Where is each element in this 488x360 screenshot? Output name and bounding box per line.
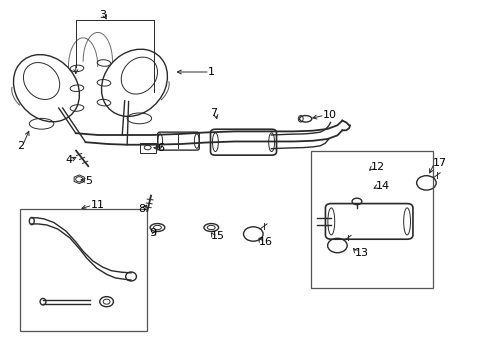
Text: 8: 8 <box>138 204 145 214</box>
Text: 3: 3 <box>100 10 106 20</box>
Bar <box>20 209 146 331</box>
Text: 11: 11 <box>90 200 104 210</box>
Text: 16: 16 <box>259 237 273 247</box>
Text: 14: 14 <box>375 181 389 192</box>
Bar <box>310 151 432 288</box>
Text: 10: 10 <box>322 110 336 120</box>
Text: 1: 1 <box>207 67 214 77</box>
Text: 17: 17 <box>432 158 446 168</box>
Text: 12: 12 <box>370 162 384 172</box>
Text: 4: 4 <box>65 155 72 165</box>
Bar <box>140 143 155 153</box>
Text: 15: 15 <box>211 231 225 241</box>
Text: 9: 9 <box>149 228 156 238</box>
Text: 2: 2 <box>17 141 24 151</box>
Text: 5: 5 <box>85 176 92 186</box>
Text: 13: 13 <box>354 248 368 258</box>
Text: 7: 7 <box>210 108 217 118</box>
Text: 6: 6 <box>157 143 164 153</box>
